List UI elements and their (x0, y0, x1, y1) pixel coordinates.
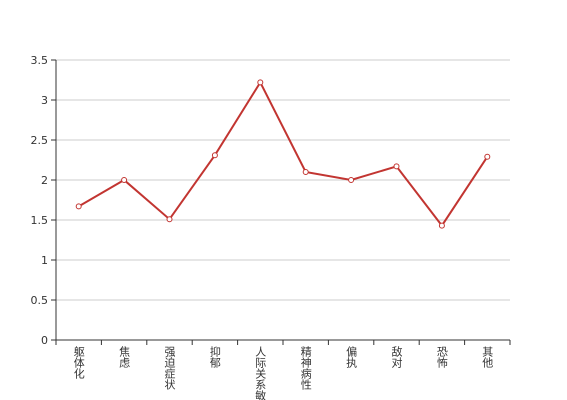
y-tick-label: 3 (41, 94, 48, 107)
point (75, 203, 82, 210)
x-tick-label: 躯体化 (72, 346, 85, 380)
point (438, 222, 445, 229)
x-tick-label: 精神病性 (299, 346, 312, 391)
point (484, 153, 491, 160)
y-tick-label: 3.5 (31, 54, 49, 67)
y-tick-label: 0 (41, 334, 48, 347)
x-tick-label: 抑郁 (208, 345, 221, 368)
point (348, 177, 355, 183)
point (166, 216, 173, 223)
x-tick-label: 焦虑 (118, 346, 131, 368)
x-tick-label: 敌对 (390, 345, 403, 368)
x-tick-label: 恐怖 (435, 346, 448, 368)
line (78, 80, 489, 228)
x-tick-label: 偏执 (345, 345, 358, 369)
point (211, 152, 218, 159)
y-tick-label: 2 (41, 174, 48, 187)
x-tick-label: 其他 (481, 346, 494, 368)
y-tick-label: 1.5 (31, 214, 49, 227)
x-tick-label: 强迫症状 (163, 346, 176, 390)
y-tick-label: 0.5 (31, 294, 49, 307)
y-tick-label: 2.5 (31, 134, 49, 147)
point (257, 79, 264, 86)
y-tick-label: 1 (41, 254, 48, 267)
point (302, 169, 309, 175)
point (121, 177, 128, 183)
x-tick-label: 人际关系敏感 (254, 346, 267, 400)
point (393, 163, 400, 170)
